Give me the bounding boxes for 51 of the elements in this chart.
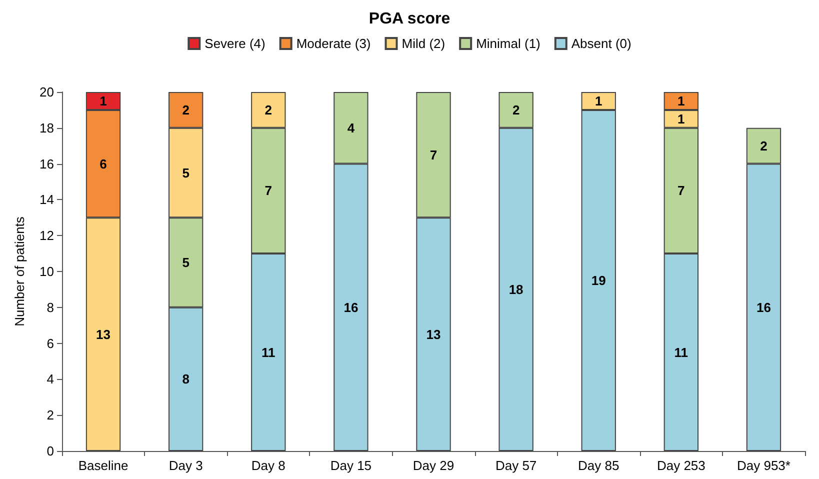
data-label: 2 — [264, 102, 272, 118]
data-label: 16 — [756, 300, 771, 315]
data-label: 1 — [594, 93, 602, 108]
x-tick-label: Day 15 — [330, 458, 372, 473]
data-label: 2 — [182, 102, 190, 118]
data-label: 18 — [508, 282, 524, 297]
data-label: 1 — [678, 93, 685, 108]
data-label: 8 — [182, 372, 190, 387]
data-label: 2 — [760, 138, 768, 154]
data-label: 2 — [512, 102, 520, 118]
legend-label: Severe (4) — [204, 36, 266, 51]
y-tick-label: 12 — [40, 228, 54, 244]
y-tick-label: 2 — [46, 408, 54, 423]
data-label: 11 — [674, 344, 688, 360]
y-tick-label: 8 — [46, 300, 54, 315]
data-label: 13 — [96, 326, 111, 342]
data-label: 7 — [430, 147, 438, 162]
x-tick-label: Day 29 — [412, 458, 454, 473]
data-label: 16 — [344, 300, 358, 315]
y-axis-title: Number of patients — [12, 216, 27, 326]
y-tick-label: 16 — [40, 156, 54, 172]
y-tick-label: 14 — [40, 192, 54, 208]
chart-title: PGA score — [368, 10, 450, 28]
legend-label: Mild (2) — [402, 36, 446, 51]
data-label: 5 — [182, 255, 190, 270]
x-tick-label: Day 953* — [736, 458, 790, 473]
data-label: 1 — [678, 111, 685, 126]
y-tick-label: 20 — [40, 84, 54, 100]
x-tick-label: Day 85 — [578, 458, 620, 473]
data-label: 5 — [182, 165, 190, 180]
y-tick-label: 4 — [46, 372, 54, 387]
x-tick-label: Day 57 — [495, 458, 537, 473]
data-label: 7 — [678, 183, 685, 198]
data-label: 6 — [100, 156, 107, 172]
legend-label: Absent (0) — [571, 36, 632, 51]
legend-label: Moderate (3) — [296, 36, 371, 51]
data-label: 13 — [426, 326, 441, 342]
x-tick-label: Baseline — [78, 458, 128, 473]
y-tick-label: 0 — [46, 444, 54, 458]
y-tick-label: 10 — [40, 264, 54, 279]
x-tick-label: Day 8 — [251, 458, 286, 473]
y-tick-label: 18 — [40, 120, 54, 136]
legend-label: Minimal (1) — [476, 36, 540, 51]
data-label: 11 — [262, 344, 276, 360]
y-tick-label: 6 — [46, 336, 54, 351]
data-label: 7 — [264, 183, 272, 198]
data-label: 1 — [100, 93, 107, 108]
x-tick-label: Day 3 — [168, 458, 203, 473]
data-label: 4 — [347, 120, 356, 136]
data-label: 19 — [591, 272, 606, 288]
x-tick-label: Day 253 — [656, 458, 706, 473]
